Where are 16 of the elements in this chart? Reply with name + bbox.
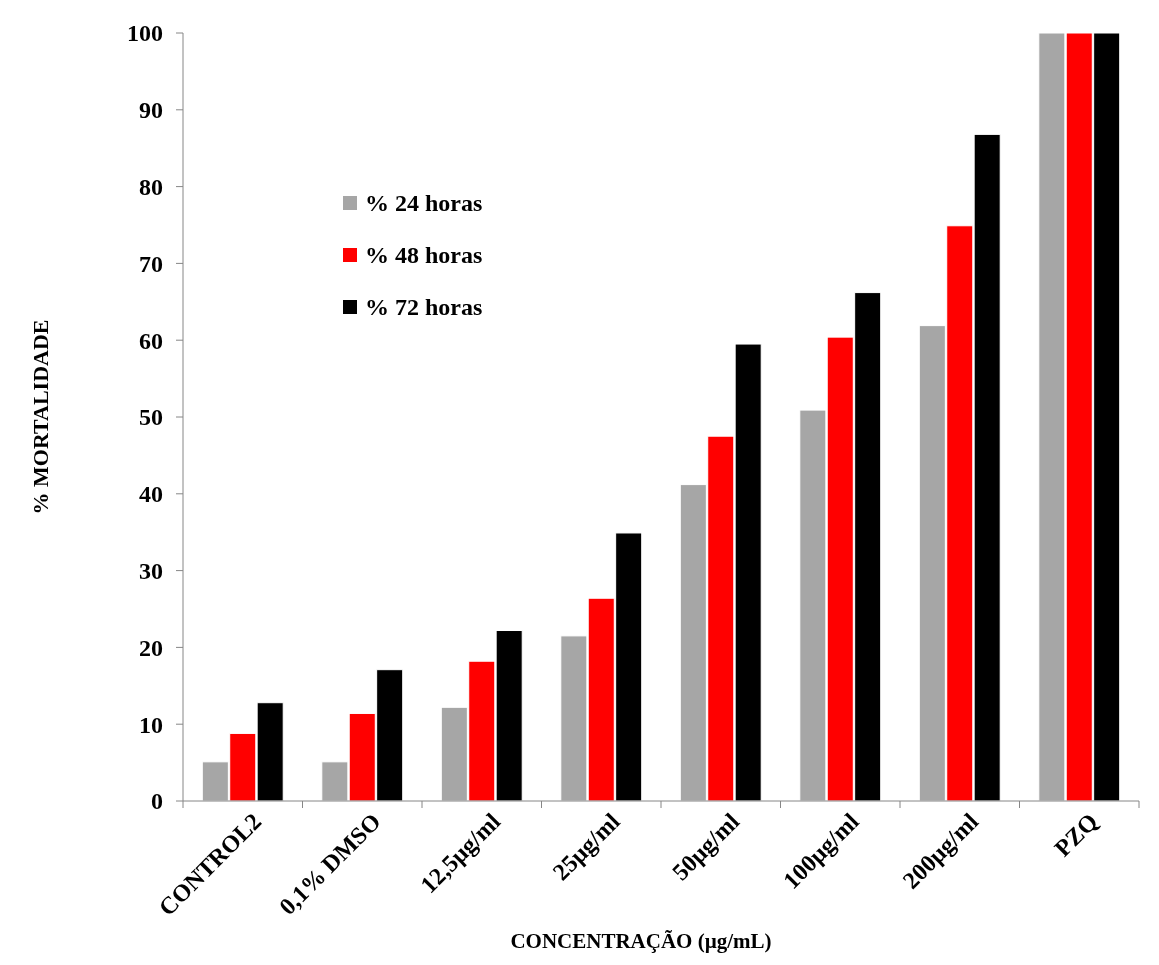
x-axis-title: CONCENTRAÇÃO (µg/mL) [510, 929, 772, 953]
y-tick-label: 80 [139, 174, 163, 200]
y-tick-label: 10 [139, 711, 163, 738]
y-tick-label: 0 [151, 788, 163, 815]
y-tick-label: 20 [139, 634, 163, 661]
legend-label: % 24 horas [365, 190, 483, 217]
legend-label: % 48 horas [365, 242, 483, 269]
legend-label: % 72 horas [365, 294, 483, 321]
y-tick-label: 30 [139, 558, 163, 584]
y-tick-label: 90 [139, 97, 163, 124]
y-tick-label: 100 [127, 20, 163, 47]
y-tick-label: 70 [139, 250, 163, 277]
y-axis-title: % MORTALIDADE [28, 319, 53, 515]
y-tick-label: 60 [139, 327, 163, 354]
y-tick-label: 40 [139, 481, 163, 508]
y-tick-label: 50 [139, 404, 163, 431]
